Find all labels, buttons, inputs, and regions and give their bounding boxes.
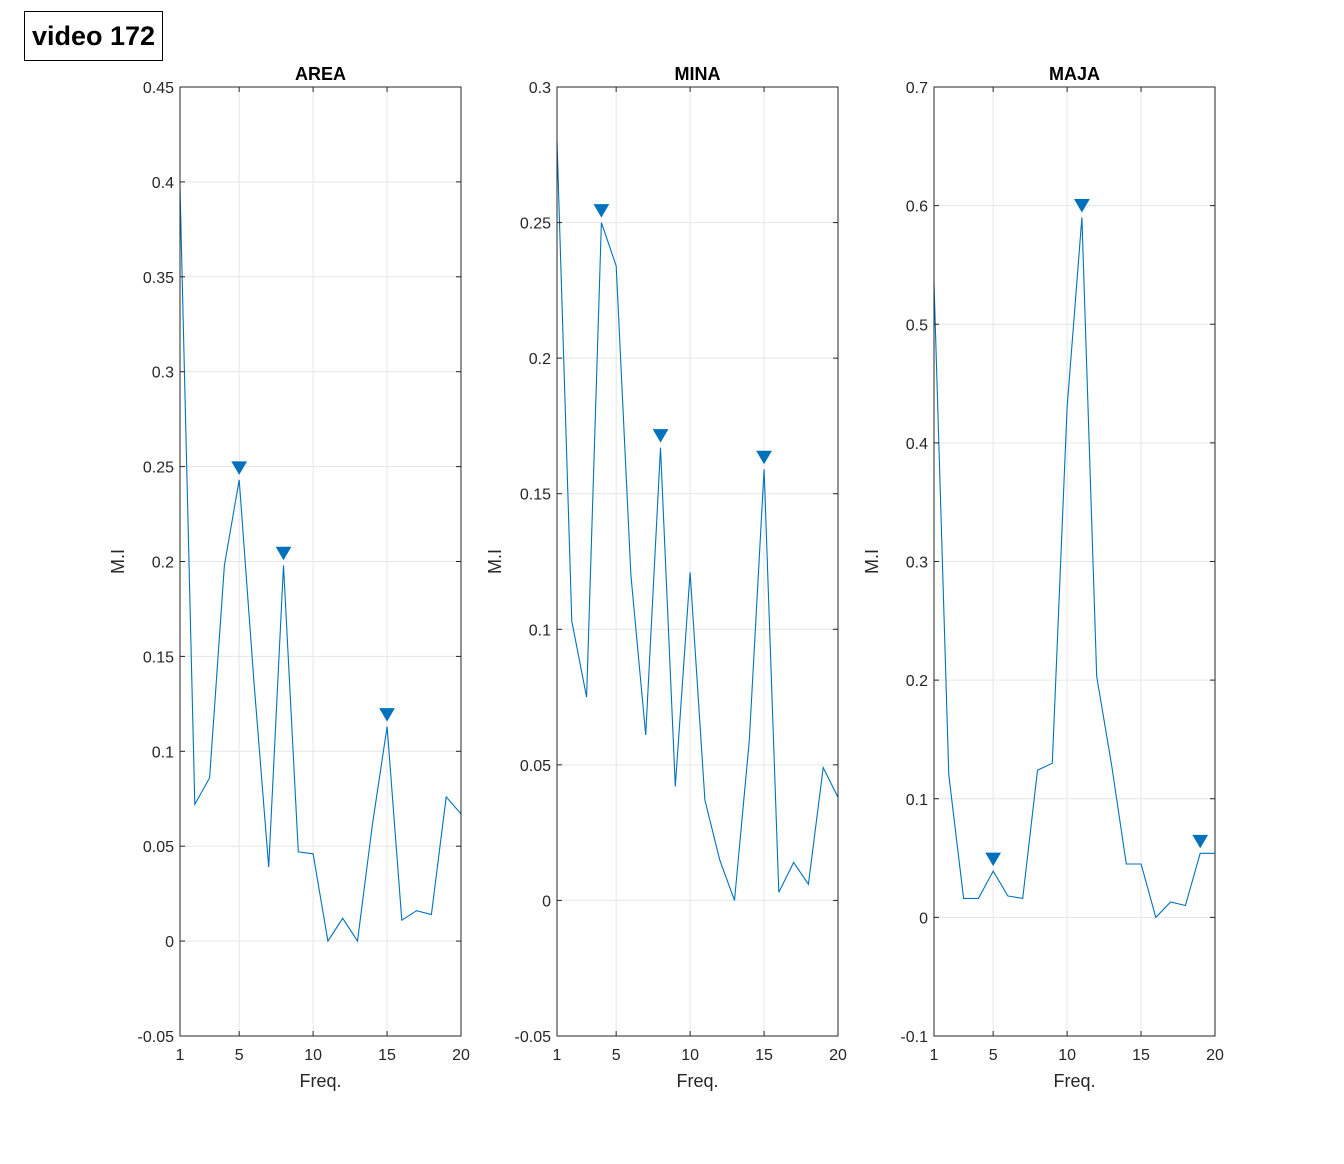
y-tick-label: -0.05	[515, 1029, 552, 1046]
x-tick-label: 5	[235, 1047, 244, 1064]
peak-marker	[593, 204, 610, 218]
y-tick-label: 0.7	[906, 80, 928, 97]
y-tick-label: 0.1	[152, 744, 174, 761]
subplot-title: MINA	[675, 64, 721, 84]
x-tick-label: 20	[829, 1047, 847, 1064]
x-tick-label: 1	[930, 1047, 939, 1064]
x-axis-label: Freq.	[1053, 1071, 1095, 1091]
x-tick-label: 1	[553, 1047, 562, 1064]
x-tick-label: 15	[378, 1047, 396, 1064]
y-tick-label: 0.3	[906, 555, 928, 572]
y-axis-label: M.I	[485, 549, 505, 574]
peak-marker	[231, 461, 248, 475]
subplot-title: MAJA	[1049, 64, 1100, 84]
peak-marker	[1074, 198, 1090, 213]
x-tick-label: 20	[1206, 1047, 1224, 1064]
x-tick-label: 20	[452, 1047, 470, 1064]
y-tick-label: 0.2	[152, 555, 174, 572]
subplot-area: 1 5 10 15 20-0.0500.050.10.150.20.250.30.350…	[108, 64, 470, 1091]
y-tick-label: 0	[542, 893, 551, 910]
y-tick-label: 0.1	[906, 792, 928, 809]
y-tick-label: 0.15	[143, 649, 174, 666]
x-tick-label: 10	[681, 1047, 699, 1064]
y-axis-label: M.I	[108, 549, 128, 574]
y-tick-label: 0.4	[906, 436, 928, 453]
y-tick-label: -0.1	[900, 1029, 928, 1046]
y-tick-label: 0.1	[529, 622, 551, 639]
axes-box	[556, 86, 839, 1037]
x-tick-label: 15	[755, 1047, 773, 1064]
y-tick-label: 0.3	[529, 80, 551, 97]
y-tick-label: 0.4	[152, 175, 174, 192]
y-tick-label: 0.6	[906, 199, 928, 216]
series-line-mina	[556, 141, 839, 901]
y-tick-label: 0.2	[906, 673, 928, 690]
y-tick-label: 0.5	[906, 317, 928, 334]
figure-title: video 172	[24, 11, 164, 61]
y-tick-label: 0.35	[143, 270, 174, 287]
x-tick-label: 5	[612, 1047, 621, 1064]
x-axis-label: Freq.	[299, 1071, 341, 1091]
y-tick-label: 0	[919, 910, 928, 927]
series-line-maja	[933, 217, 1215, 919]
y-tick-label: 0.45	[143, 80, 174, 97]
y-tick-label: 0.05	[520, 758, 551, 775]
peak-marker	[985, 852, 1002, 867]
y-axis-label: M.I	[862, 549, 882, 574]
peak-marker	[756, 450, 772, 465]
subplot-title: AREA	[295, 64, 346, 84]
peak-marker	[379, 708, 395, 722]
peak-marker	[275, 546, 292, 561]
x-tick-label: 5	[989, 1047, 998, 1064]
x-tick-label: 10	[304, 1047, 322, 1064]
y-tick-label: 0.15	[520, 487, 551, 504]
peak-marker	[652, 429, 669, 443]
y-tick-label: 0.2	[529, 351, 551, 368]
y-tick-label: 0.25	[520, 216, 551, 233]
x-tick-label: 15	[1132, 1047, 1150, 1064]
x-tick-label: 10	[1058, 1047, 1076, 1064]
y-tick-label: 0.3	[152, 365, 174, 382]
y-tick-label: -0.05	[138, 1029, 175, 1046]
series-line-area	[179, 187, 462, 943]
y-tick-label: 0.05	[143, 839, 174, 856]
y-tick-label: 0.25	[143, 460, 174, 477]
peak-marker	[1192, 834, 1209, 849]
x-tick-label: 1	[176, 1047, 185, 1064]
subplot-maja: 1 5 10 15 20-0.100.10.20.30.40.50.60.7MAJAFr…	[862, 64, 1224, 1091]
subplot-mina: 1 5 10 15 20-0.0500.050.10.150.20.250.3MINAF…	[485, 64, 847, 1091]
y-tick-label: 0	[165, 934, 174, 951]
x-axis-label: Freq.	[676, 1071, 718, 1091]
